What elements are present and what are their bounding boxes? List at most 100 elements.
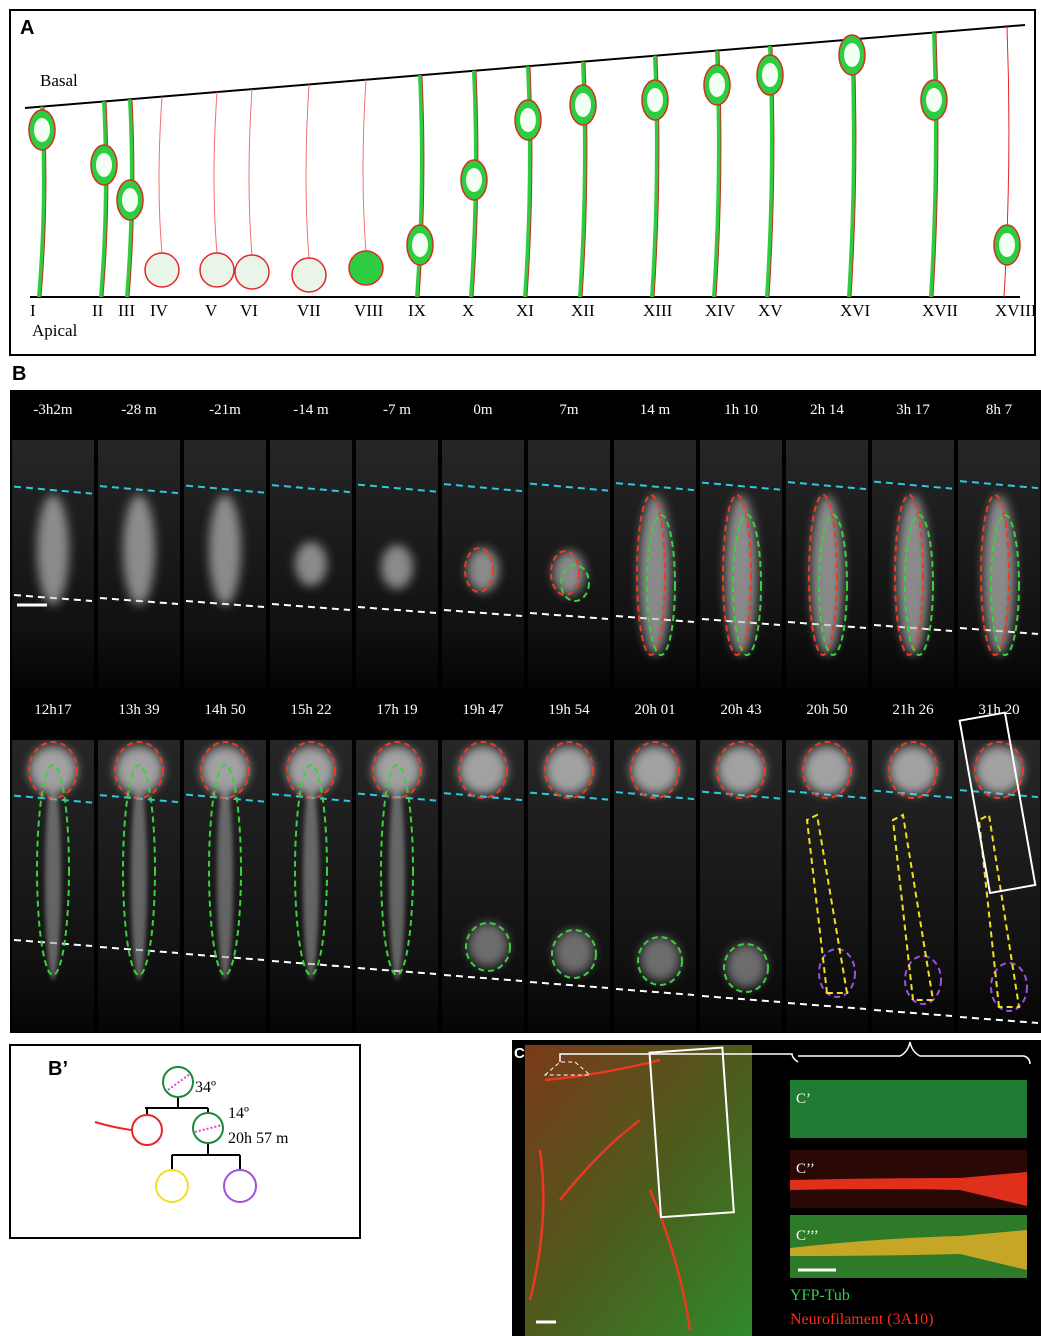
time-label: 0m bbox=[473, 402, 493, 418]
panel-label: A bbox=[20, 17, 34, 39]
panel-label: C bbox=[514, 1045, 525, 1062]
time-label: -3h2m bbox=[33, 402, 72, 418]
time-label: 2h 14 bbox=[810, 402, 844, 418]
cell-signal bbox=[37, 495, 69, 605]
cell-signal bbox=[459, 746, 507, 794]
stage-label: I bbox=[30, 301, 36, 320]
stage-label: IV bbox=[150, 301, 169, 320]
time-label: 1h 10 bbox=[724, 402, 758, 418]
dividing-cell bbox=[292, 258, 326, 292]
nucleus bbox=[999, 233, 1015, 257]
time-label: 15h 22 bbox=[290, 702, 331, 718]
micrograph bbox=[525, 1045, 752, 1336]
stage-label: III bbox=[118, 301, 135, 320]
stage-label: XVI bbox=[840, 301, 871, 320]
cell-signal bbox=[717, 746, 765, 794]
time-label: -28 m bbox=[121, 402, 157, 418]
dividing-cell bbox=[349, 251, 383, 285]
time-label: 31h 20 bbox=[978, 702, 1019, 718]
nucleus bbox=[122, 188, 138, 212]
cell-signal bbox=[295, 542, 327, 586]
dividing-cell bbox=[145, 253, 179, 287]
time-label: 14 m bbox=[640, 402, 671, 418]
panel-label: B’ bbox=[48, 1058, 68, 1080]
cell-signal bbox=[467, 548, 499, 592]
nucleus bbox=[34, 118, 50, 142]
nucleus bbox=[762, 63, 778, 87]
time-label: 20h 43 bbox=[720, 702, 761, 718]
cell-signal bbox=[897, 495, 929, 655]
stage-label: VIII bbox=[354, 301, 384, 320]
stage-label: VI bbox=[240, 301, 258, 320]
apical-label: Apical bbox=[32, 321, 78, 340]
time-label: -7 m bbox=[383, 402, 411, 418]
time-label: 12h17 bbox=[34, 702, 72, 718]
stage-label: XVII bbox=[922, 301, 958, 320]
angle-label: 14º bbox=[228, 1105, 249, 1122]
dividing-cell bbox=[200, 253, 234, 287]
time-label: 20h 01 bbox=[634, 702, 675, 718]
cell-signal bbox=[631, 746, 679, 794]
stage-label: V bbox=[205, 301, 218, 320]
process-signal bbox=[217, 780, 233, 980]
time-label: 21h 26 bbox=[892, 702, 934, 718]
stage-label: XVIII bbox=[995, 301, 1037, 320]
nucleus bbox=[412, 233, 428, 257]
stage-label: VII bbox=[297, 301, 321, 320]
nucleus bbox=[96, 153, 112, 177]
process-signal bbox=[45, 780, 61, 980]
process-signal bbox=[389, 780, 405, 980]
time-label: 3h 17 bbox=[896, 402, 930, 418]
nucleus bbox=[709, 73, 725, 97]
time-label: 8h 7 bbox=[986, 402, 1013, 418]
nucleus bbox=[844, 43, 860, 67]
stage-label: XI bbox=[516, 301, 534, 320]
panel-label: B bbox=[12, 363, 26, 385]
nucleus bbox=[466, 168, 482, 192]
panel-a: A Basal Apical IIIIIIIVVVIVIIVIIIIXXXIXI… bbox=[10, 10, 1037, 355]
time-label: 17h 19 bbox=[376, 702, 417, 718]
cell-signal bbox=[803, 746, 851, 794]
cell-signal bbox=[545, 746, 593, 794]
cell-signal bbox=[811, 495, 843, 655]
cell-signal bbox=[983, 495, 1015, 655]
process-signal bbox=[131, 780, 147, 980]
cell-signal bbox=[553, 551, 585, 595]
time-label: 7m bbox=[559, 402, 579, 418]
stage-label: XII bbox=[571, 301, 595, 320]
panel-b: B -3h2m -28 m -21m -14 m -7 m 0m 7m 14 m 1h 10 2h… bbox=[10, 363, 1041, 1033]
inset-label: C’’ bbox=[796, 1161, 815, 1177]
cell-signal bbox=[889, 746, 937, 794]
basal-label: Basal bbox=[40, 71, 78, 90]
time-label: 13h 39 bbox=[118, 702, 159, 718]
time-label: 20h 57 m bbox=[228, 1130, 289, 1147]
nucleus bbox=[926, 88, 942, 112]
figure: A Basal Apical IIIIIIIVVVIVIIVIIIIXXXIXI… bbox=[0, 0, 1041, 1336]
time-label: 14h 50 bbox=[204, 702, 245, 718]
angle-label: 34º bbox=[195, 1079, 216, 1096]
legend-red: Neurofilament (3A10) bbox=[790, 1311, 934, 1328]
panel-c: C C’ C’’ C’’’ YFP-Tub Neurofilament (3A1… bbox=[512, 1040, 1041, 1336]
legend-green: YFP-Tub bbox=[790, 1287, 850, 1304]
time-label: 19h 47 bbox=[462, 702, 504, 718]
cell-signal bbox=[209, 495, 241, 605]
panel-b-prime: B’ 34º 14º 20h 57 m bbox=[10, 1045, 360, 1238]
cell-signal bbox=[639, 495, 671, 655]
stage-label: X bbox=[462, 301, 474, 320]
nucleus bbox=[520, 108, 536, 132]
cell-signal bbox=[381, 545, 413, 589]
cell-signal bbox=[123, 495, 155, 605]
stage-label: XIV bbox=[705, 301, 736, 320]
time-label: 20h 50 bbox=[806, 702, 847, 718]
inset-green bbox=[790, 1080, 1027, 1138]
time-label: 19h 54 bbox=[548, 702, 590, 718]
stage-label: XIII bbox=[643, 301, 673, 320]
time-label: -21m bbox=[209, 402, 241, 418]
inset-label: C’’’ bbox=[796, 1228, 819, 1244]
time-label: -14 m bbox=[293, 402, 329, 418]
nucleus bbox=[647, 88, 663, 112]
cell-signal bbox=[725, 495, 757, 655]
process-signal bbox=[303, 780, 319, 980]
dividing-cell bbox=[235, 255, 269, 289]
inset-label: C’ bbox=[796, 1091, 811, 1107]
